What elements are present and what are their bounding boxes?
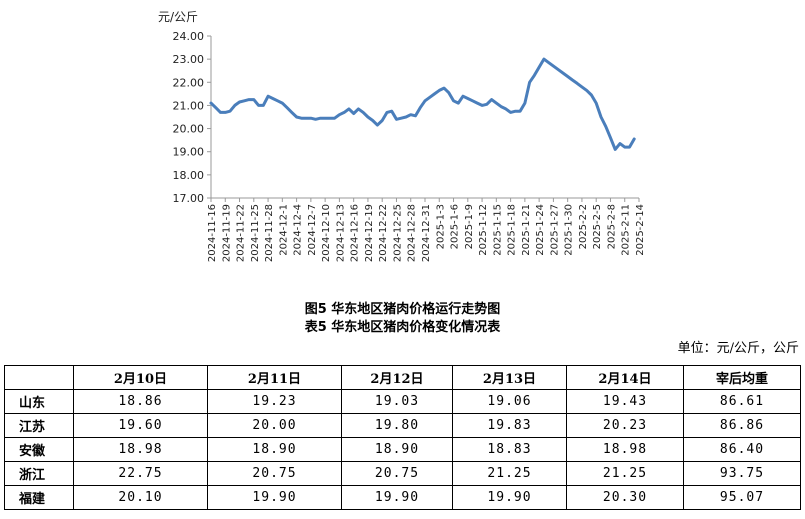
table-row: 安徽 18.98 18.90 18.90 18.83 18.98 86.40 (4, 437, 801, 462)
price-cell: 18.83 (452, 437, 567, 462)
price-cell: 19.60 (73, 413, 208, 438)
price-cell: 18.98 (73, 437, 208, 462)
weight-cell: 93.75 (683, 461, 801, 486)
x-tick-label: 2025-1-27 (549, 204, 560, 256)
x-tick-label: 2025-1-9 (464, 204, 475, 249)
price-cell: 20.75 (341, 461, 453, 486)
x-tick-label: 2024-11-16 (207, 204, 218, 262)
header-feb12: 2月12日 (341, 365, 453, 390)
x-tick-label: 2024-12-1 (278, 204, 289, 256)
y-axis-unit: 元/公斤 (158, 10, 198, 24)
x-tick-label: 2025-1-21 (521, 204, 532, 256)
table-caption: 表5 华东地区猪肉价格变化情况表 (304, 320, 501, 335)
x-tick-label: 2024-12-31 (421, 204, 432, 262)
header-corner (4, 365, 74, 390)
figure-caption: 图5 华东地区猪肉价格运行走势图 (304, 302, 501, 317)
weight-cell: 86.40 (683, 437, 801, 462)
y-tick-label: 17.00 (173, 192, 205, 205)
price-cell: 20.23 (566, 413, 684, 438)
price-cell: 20.10 (73, 485, 208, 510)
x-tick-label: 2025-1-15 (492, 204, 503, 256)
x-tick-label: 2024-11-28 (264, 204, 275, 262)
price-cell: 19.90 (452, 485, 567, 510)
province-cell: 山东 (4, 389, 74, 414)
price-trend-chart: 元/公斤 24.00 23.00 22.00 21.00 20.00 19.00 18.00… (158, 10, 646, 262)
header-feb14: 2月14日 (566, 365, 684, 390)
x-tick-label: 2025-1-6 (450, 204, 461, 249)
province-cell: 福建 (4, 485, 74, 510)
x-axis-ticks: 2024-11-16 2024-11-19 2024-11-22 2024-11-25… (207, 198, 646, 262)
header-feb13: 2月13日 (452, 365, 567, 390)
y-tick-label: 24.00 (173, 30, 205, 43)
price-cell: 19.80 (341, 413, 453, 438)
price-cell: 19.03 (341, 389, 453, 414)
x-tick-label: 2025-2-5 (592, 204, 603, 249)
series-group (209, 57, 636, 151)
price-table: 2月10日 2月11日 2月12日 2月13日 2月14日 宰后均重 山东 18… (4, 365, 801, 510)
price-cell: 19.90 (341, 485, 453, 510)
header-feb11: 2月11日 (207, 365, 342, 390)
weight-cell: 95.07 (683, 485, 801, 510)
x-tick-label: 2024-12-4 (293, 204, 304, 256)
price-cell: 18.86 (73, 389, 208, 414)
table-row: 浙江 22.75 20.75 20.75 21.25 21.25 93.75 (4, 461, 801, 486)
y-tick-label: 23.00 (173, 53, 205, 66)
x-tick-label: 2025-1-18 (507, 204, 518, 256)
x-tick-label: 2024-12-25 (392, 204, 403, 262)
x-tick-label: 2025-2-8 (606, 204, 617, 249)
x-tick-label: 2024-11-19 (221, 204, 232, 262)
x-tick-label: 2025-1-3 (435, 204, 446, 249)
y-tick-label: 20.00 (173, 123, 205, 136)
price-cell: 19.23 (207, 389, 342, 414)
price-cell: 22.75 (73, 461, 208, 486)
weight-cell: 86.86 (683, 413, 801, 438)
x-tick-label: 2024-12-13 (335, 204, 346, 262)
table-header-row: 2月10日 2月11日 2月12日 2月13日 2月14日 宰后均重 (4, 365, 801, 390)
x-tick-label: 2025-1-30 (564, 204, 575, 256)
province-cell: 浙江 (4, 461, 74, 486)
price-cell: 18.98 (566, 437, 684, 462)
price-cell: 19.06 (452, 389, 567, 414)
y-tick-label: 19.00 (173, 146, 205, 159)
price-cell: 20.30 (566, 485, 684, 510)
x-tick-label: 2025-1-24 (535, 204, 546, 256)
x-tick-label: 2025-2-11 (621, 204, 632, 256)
x-tick-label: 2024-12-7 (307, 204, 318, 256)
price-series-line (209, 57, 636, 151)
header-avg-weight: 宰后均重 (683, 365, 801, 390)
price-cell: 21.25 (566, 461, 684, 486)
price-cell: 21.25 (452, 461, 567, 486)
price-cell: 19.83 (452, 413, 567, 438)
table-row: 福建 20.10 19.90 19.90 19.90 20.30 95.07 (4, 485, 801, 510)
x-tick-label: 2024-11-22 (236, 204, 247, 262)
province-cell: 江苏 (4, 413, 74, 438)
price-cell: 19.90 (207, 485, 342, 510)
x-tick-label: 2024-12-10 (321, 204, 332, 262)
x-tick-label: 2024-12-16 (350, 204, 361, 262)
province-cell: 安徽 (4, 437, 74, 462)
table-row: 江苏 19.60 20.00 19.80 19.83 20.23 86.86 (4, 413, 801, 438)
x-tick-label: 2024-12-28 (407, 204, 418, 262)
price-cell: 19.43 (566, 389, 684, 414)
table-row: 山东 18.86 19.23 19.03 19.06 19.43 86.61 (4, 389, 801, 414)
x-tick-label: 2024-11-25 (250, 204, 261, 262)
price-cell: 20.75 (207, 461, 342, 486)
x-tick-label: 2025-2-2 (578, 204, 589, 249)
y-axis-ticks: 24.00 23.00 22.00 21.00 20.00 19.00 18.00 17.00 (173, 30, 211, 205)
x-tick-label: 2025-1-12 (478, 204, 489, 256)
price-cell: 18.90 (341, 437, 453, 462)
header-feb10: 2月10日 (73, 365, 208, 390)
y-tick-label: 18.00 (173, 169, 205, 182)
unit-note: 单位：元/公斤，公斤 (677, 341, 799, 356)
y-tick-label: 21.00 (173, 99, 205, 112)
x-tick-label: 2024-12-19 (364, 204, 375, 262)
x-tick-label: 2025-2-14 (635, 204, 646, 256)
y-tick-label: 22.00 (173, 76, 205, 89)
price-cell: 20.00 (207, 413, 342, 438)
weight-cell: 86.61 (683, 389, 801, 414)
x-tick-label: 2024-12-22 (378, 204, 389, 262)
price-cell: 18.90 (207, 437, 342, 462)
